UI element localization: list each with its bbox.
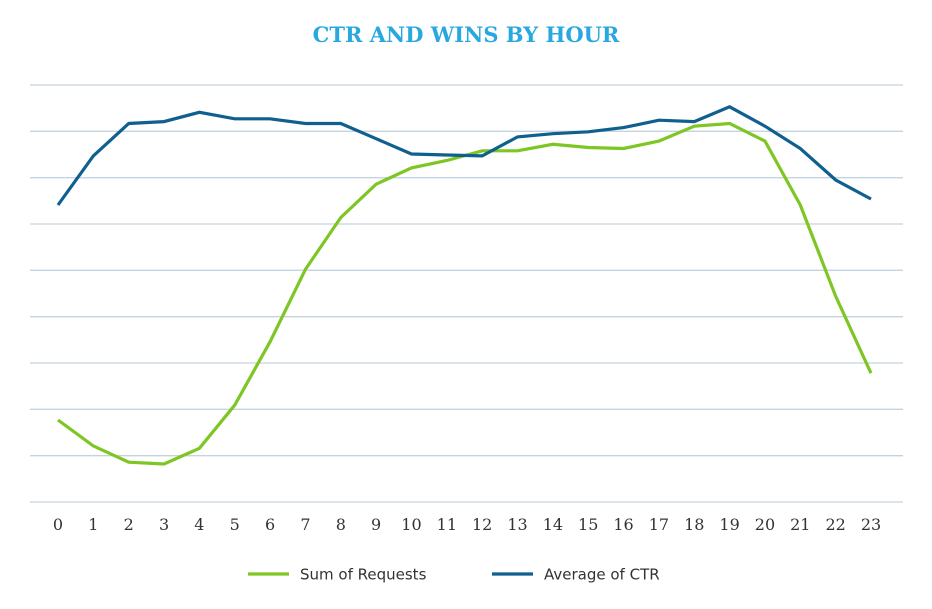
x-tick-label: 10 (401, 515, 421, 534)
x-tick-label: 15 (578, 515, 598, 534)
x-tick-label: 19 (719, 515, 739, 534)
x-tick-label: 2 (124, 515, 134, 534)
x-tick-label: 14 (543, 515, 563, 534)
x-tick-label: 13 (507, 515, 527, 534)
gridlines (30, 84, 903, 503)
series-lines (56, 105, 873, 466)
x-tick-label: 7 (300, 515, 310, 534)
x-tick-label: 0 (53, 515, 63, 534)
x-tick-label: 21 (790, 515, 810, 534)
x-tick-label: 20 (755, 515, 775, 534)
series-line-sum-of-requests (57, 121, 873, 466)
x-tick-label: 16 (613, 515, 633, 534)
series-line-average-of-ctr (56, 105, 872, 206)
x-tick-label: 18 (684, 515, 704, 534)
x-tick-label: 8 (336, 515, 346, 534)
x-tick-label: 12 (472, 515, 492, 534)
x-tick-label: 4 (194, 515, 204, 534)
x-tick-label: 17 (649, 515, 669, 534)
x-tick-label: 5 (230, 515, 240, 534)
legend: Sum of Requests Average of CTR (248, 566, 660, 584)
legend-label: Sum of Requests (300, 566, 427, 584)
x-tick-label: 6 (265, 515, 275, 534)
x-tick-label: 22 (825, 515, 845, 534)
x-tick-label: 1 (88, 515, 98, 534)
x-tick-label: 23 (861, 515, 881, 534)
x-axis-ticks: 0 1 2 3 4 5 6 7 8 9 10 11 12 13 14 15 16 17 18 19 20 21 22 23 (53, 515, 881, 534)
legend-label: Average of CTR (544, 566, 660, 584)
x-tick-label: 3 (159, 515, 169, 534)
x-tick-label: 9 (371, 515, 381, 534)
chart-title: CTR AND WINS BY HOUR (312, 22, 620, 47)
x-tick-label: 11 (437, 515, 457, 534)
